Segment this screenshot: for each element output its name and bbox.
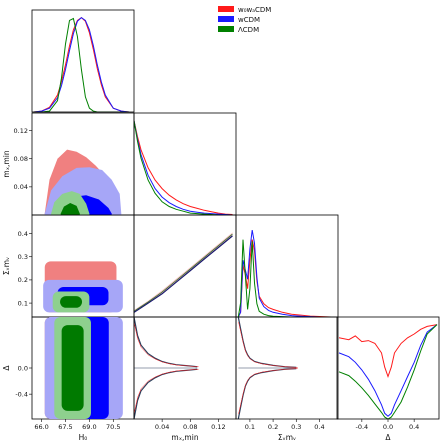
marginal-line-lcdm-delta	[338, 324, 438, 419]
contour-line-lower-w0wa	[134, 368, 199, 414]
y-tick-label: 0.2	[18, 276, 28, 284]
contour-line-lower	[237, 368, 297, 419]
x-axis-label-summnu: Σᵥmᵥ	[278, 433, 296, 442]
y-tick-label: 0.1	[18, 299, 28, 307]
y-tick-label: 0.4	[18, 230, 28, 238]
marginal-line-wcdm-mxmin	[134, 120, 233, 215]
contour-line-lower-w0wa	[238, 368, 298, 414]
panel-mxmin-mxmin	[133, 112, 237, 216]
x-axis-label-delta: Δ	[385, 433, 391, 442]
contour-line-lower	[134, 235, 233, 313]
x-tick-label: 70.5	[106, 423, 120, 431]
marginal-line-lcdm-mxmin	[134, 120, 233, 215]
marginal-line-wcdm-H0	[33, 16, 130, 112]
y-axis-label-delta: Δ	[2, 365, 11, 371]
contour-line-upper	[134, 317, 198, 368]
contour-line-upper-w0wa	[134, 322, 199, 368]
x-tick-label: 0.2	[268, 423, 278, 431]
legend-label-wcdm: wCDM	[238, 16, 260, 24]
panel-frame	[31, 9, 135, 113]
panel-mxmin-summnu	[133, 214, 237, 318]
marginal-line-lcdm-summnu	[237, 239, 331, 317]
legend-label-lcdm: ΛCDM	[238, 26, 259, 34]
panel-mxmin-delta: 0.04 0.08 0.12 mₓ,min	[133, 316, 237, 442]
x-tick-label: 0.3	[291, 423, 301, 431]
panel-layer: 0.04 0.08 0.12 mₓ,min 0.1 0.2 0.3 0.4 Σᵥmᵥ 66.0 67…	[2, 9, 440, 442]
contour-line-mid	[134, 233, 233, 312]
x-tick-label: 69.0	[82, 423, 96, 431]
panel-frame	[336, 316, 440, 420]
panel-summnu-summnu	[235, 214, 339, 318]
y-tick-label: 0.12	[14, 127, 28, 135]
y-axis-label-mxmin: mₓ,min	[2, 150, 11, 177]
y-tick-label: 0.04	[14, 183, 28, 191]
x-axis-label-mxmin: mₓ,min	[171, 433, 198, 442]
y-tick-label: 0.3	[18, 253, 28, 261]
legend: w₀wₐCDM wCDM ΛCDM	[218, 6, 271, 34]
x-tick-label: 0.4	[409, 423, 419, 431]
x-axis-label-H0: H₀	[79, 433, 88, 442]
contour-band	[134, 232, 233, 313]
panel-frame	[235, 316, 339, 420]
y-axis-label-summnu: Σᵥmᵥ	[2, 257, 11, 275]
contour-lcdm-inner	[61, 325, 84, 411]
x-tick-label: -0.4	[356, 423, 369, 431]
x-tick-label: 66.0	[34, 423, 48, 431]
x-tick-label: 0.0	[383, 423, 393, 431]
contour-lcdm-inner	[60, 296, 83, 308]
legend-swatch-lcdm	[218, 26, 234, 32]
contour-line-upper-w0wa	[238, 322, 298, 368]
panel-H0-H0	[31, 9, 135, 113]
marginal-line-w0wa-delta	[338, 324, 438, 379]
contour-line-lower	[134, 368, 198, 419]
marginal-line-w0wa-mxmin	[134, 120, 233, 215]
marginal-line-w0wa-H0	[33, 16, 130, 112]
y-tick-label: 0.08	[14, 155, 28, 163]
x-tick-label: 67.5	[58, 423, 72, 431]
marginal-line-lcdm-H0	[33, 17, 130, 112]
legend-label-w0wa: w₀wₐCDM	[238, 6, 271, 14]
y-tick-label: 0.0	[18, 364, 28, 372]
marginal-line-wcdm-delta	[338, 324, 438, 417]
x-tick-label: 0.12	[211, 423, 225, 431]
y-tick-label: -0.4	[15, 390, 28, 398]
x-tick-label: 0.04	[155, 423, 169, 431]
panel-summnu-delta: 0.1 0.2 0.3 0.4 Σᵥmᵥ	[235, 316, 339, 442]
legend-swatch-w0wa	[218, 6, 234, 12]
contour-lcdm-inner	[60, 203, 80, 215]
contour-line-upper	[237, 317, 297, 368]
x-tick-label: 0.1	[245, 423, 255, 431]
x-tick-label: 0.08	[183, 423, 197, 431]
legend-swatch-wcdm	[218, 16, 234, 22]
panel-delta-delta: -0.4 0.0 0.4 Δ	[336, 316, 440, 442]
panel-frame	[133, 112, 237, 216]
x-tick-label: 0.4	[314, 423, 324, 431]
